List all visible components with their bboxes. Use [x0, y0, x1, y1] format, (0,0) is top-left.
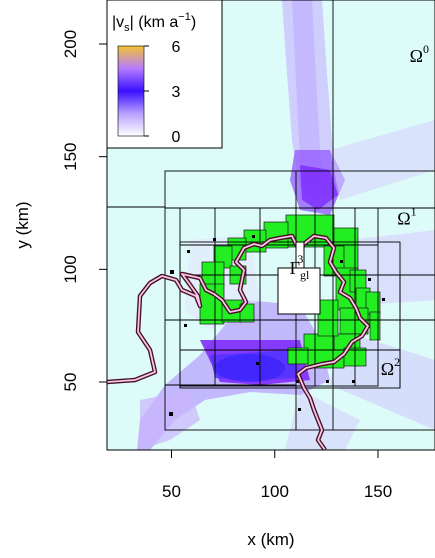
legend: |vs| (km a−1) 6 3 0 [106, 0, 223, 149]
y-tick-label-150: 150 [61, 142, 80, 170]
annotation-3-sub: gl [300, 268, 310, 282]
y-tick-label-200: 200 [61, 30, 80, 58]
x-tick-label-150: 150 [364, 482, 392, 501]
annotation-1-sup: 1 [411, 204, 417, 218]
gamma-label-stub [295, 241, 305, 269]
annotation-3: Γgl 3 [290, 252, 310, 282]
annotation-2: Ω2 [381, 355, 400, 379]
x-tick-label-100: 100 [261, 482, 289, 501]
legend-title-sup: −1 [178, 11, 191, 23]
y-axis: 50 100 150 200 [61, 30, 107, 392]
legend-title: |vs| (km a−1) [112, 11, 196, 34]
plot-area [107, 0, 435, 450]
y-tick-label-100: 100 [61, 255, 80, 283]
legend-ticks: 6 3 0 [144, 39, 181, 146]
annotation-2-sup: 2 [394, 355, 400, 369]
legend-title-close: ) [191, 14, 196, 31]
legend-colorbar [117, 45, 145, 137]
x-axis: 50 100 150 [162, 450, 392, 501]
annotation-1: Ω1 [397, 204, 416, 228]
x-tick-label-50: 50 [162, 482, 181, 501]
gamma-label-box [277, 267, 321, 315]
annotation-3-base: Γ [290, 258, 300, 278]
y-tick-label-50: 50 [61, 373, 80, 392]
annotation-1-base: Ω [397, 208, 410, 228]
legend-title-sub: s [124, 22, 130, 34]
legend-title-v: |v [112, 14, 124, 31]
legend-tick-label-6: 6 [172, 39, 181, 56]
annotation-2-base: Ω [381, 359, 394, 379]
annotation-0-sup: 0 [423, 42, 429, 56]
legend-tick-label-3: 3 [172, 84, 181, 101]
legend-title-unit: | (km a [130, 14, 179, 31]
grounding-line [107, 233, 371, 450]
annotation-0-base: Ω [410, 46, 423, 66]
annotation-3-sup: 3 [297, 252, 303, 266]
annotation-0: Ω0 [410, 42, 429, 66]
node-markers [169, 235, 385, 416]
y-axis-label: y (km) [13, 201, 32, 248]
legend-tick-label-0: 0 [172, 129, 181, 146]
x-axis-label: x (km) [247, 530, 294, 549]
plot-frame [106, 0, 435, 451]
